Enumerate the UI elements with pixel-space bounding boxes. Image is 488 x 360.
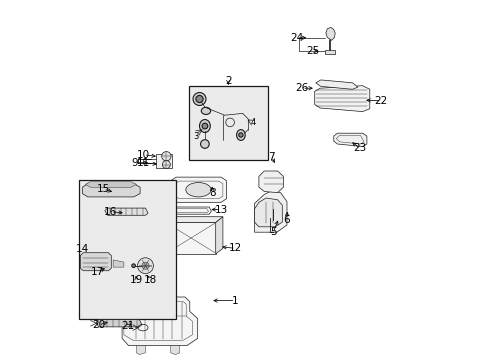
Text: 10: 10	[137, 150, 150, 160]
Polygon shape	[136, 346, 145, 355]
Text: 5: 5	[269, 227, 276, 237]
Ellipse shape	[201, 107, 210, 114]
Polygon shape	[170, 346, 179, 355]
Text: 25: 25	[305, 46, 319, 56]
Text: 6: 6	[283, 215, 289, 225]
Bar	[156, 154, 172, 168]
Text: 1: 1	[232, 296, 238, 306]
Polygon shape	[122, 297, 197, 346]
Text: 21: 21	[121, 321, 134, 331]
Polygon shape	[166, 222, 215, 254]
Text: 4: 4	[250, 118, 256, 127]
Ellipse shape	[236, 130, 244, 140]
Ellipse shape	[162, 152, 171, 161]
Text: 2: 2	[224, 76, 231, 86]
Polygon shape	[82, 184, 140, 197]
Text: 20: 20	[92, 320, 105, 330]
Polygon shape	[170, 177, 226, 202]
Polygon shape	[254, 198, 282, 227]
Text: 23: 23	[352, 143, 366, 153]
Ellipse shape	[238, 133, 243, 137]
Ellipse shape	[200, 140, 209, 148]
Ellipse shape	[196, 95, 203, 103]
Text: 16: 16	[104, 207, 117, 217]
Ellipse shape	[202, 123, 207, 129]
Polygon shape	[315, 80, 357, 89]
Bar	[325, 50, 334, 54]
Bar	[188, 86, 267, 160]
Text: 14: 14	[76, 244, 89, 254]
Polygon shape	[333, 133, 366, 147]
Text: 24: 24	[289, 33, 303, 43]
Text: 17: 17	[91, 267, 104, 277]
Text: 3: 3	[193, 132, 198, 141]
Ellipse shape	[162, 161, 170, 168]
Polygon shape	[96, 320, 142, 327]
Text: 7: 7	[267, 152, 274, 162]
Polygon shape	[166, 217, 223, 222]
Text: 19: 19	[130, 275, 143, 285]
Polygon shape	[163, 207, 211, 214]
Text: 15: 15	[97, 184, 110, 194]
Text: 12: 12	[229, 243, 242, 253]
Ellipse shape	[199, 120, 210, 132]
Polygon shape	[254, 191, 286, 232]
Text: 26: 26	[295, 83, 308, 93]
Polygon shape	[104, 208, 148, 215]
Text: 18: 18	[143, 275, 157, 285]
Polygon shape	[215, 217, 223, 254]
Ellipse shape	[142, 262, 149, 269]
Text: 22: 22	[374, 96, 387, 106]
Polygon shape	[314, 86, 369, 112]
Ellipse shape	[137, 258, 153, 274]
Ellipse shape	[193, 93, 205, 105]
Text: 13: 13	[214, 204, 227, 215]
Polygon shape	[113, 260, 123, 267]
Bar	[79, 180, 176, 319]
Polygon shape	[258, 171, 283, 193]
Polygon shape	[80, 253, 111, 271]
Text: 11: 11	[137, 158, 150, 168]
Ellipse shape	[132, 264, 135, 267]
Text: 9: 9	[131, 158, 138, 168]
Text: 8: 8	[208, 188, 215, 198]
Polygon shape	[325, 27, 335, 40]
Polygon shape	[85, 182, 136, 187]
Ellipse shape	[185, 183, 211, 197]
